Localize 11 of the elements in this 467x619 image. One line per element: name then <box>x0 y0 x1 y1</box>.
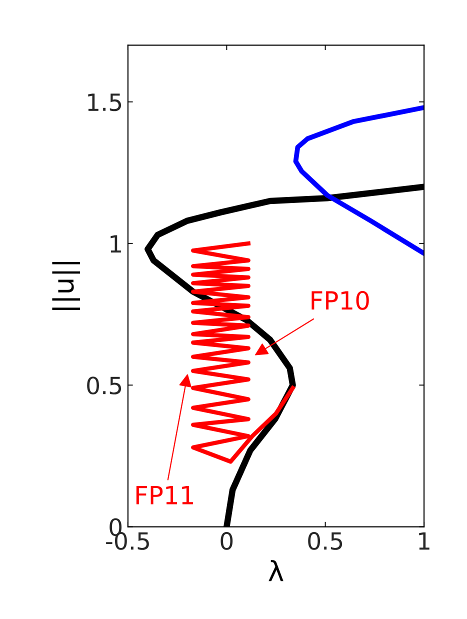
y-tick-label: 0.5 <box>87 376 122 394</box>
x-tick-label: 0.5 <box>308 532 342 550</box>
x-axis-title: λ <box>268 560 284 582</box>
line-series <box>293 105 424 256</box>
x-tick-label: 0 <box>220 532 233 550</box>
y-tick-label: 1.5 <box>88 94 122 112</box>
x-tick-label: 1 <box>419 532 430 550</box>
y-tick-label: 1 <box>110 235 121 252</box>
annotation: FP11 <box>136 486 193 504</box>
y-axis-title: ||u|| <box>52 262 80 310</box>
annotation: FP10 <box>312 290 369 310</box>
